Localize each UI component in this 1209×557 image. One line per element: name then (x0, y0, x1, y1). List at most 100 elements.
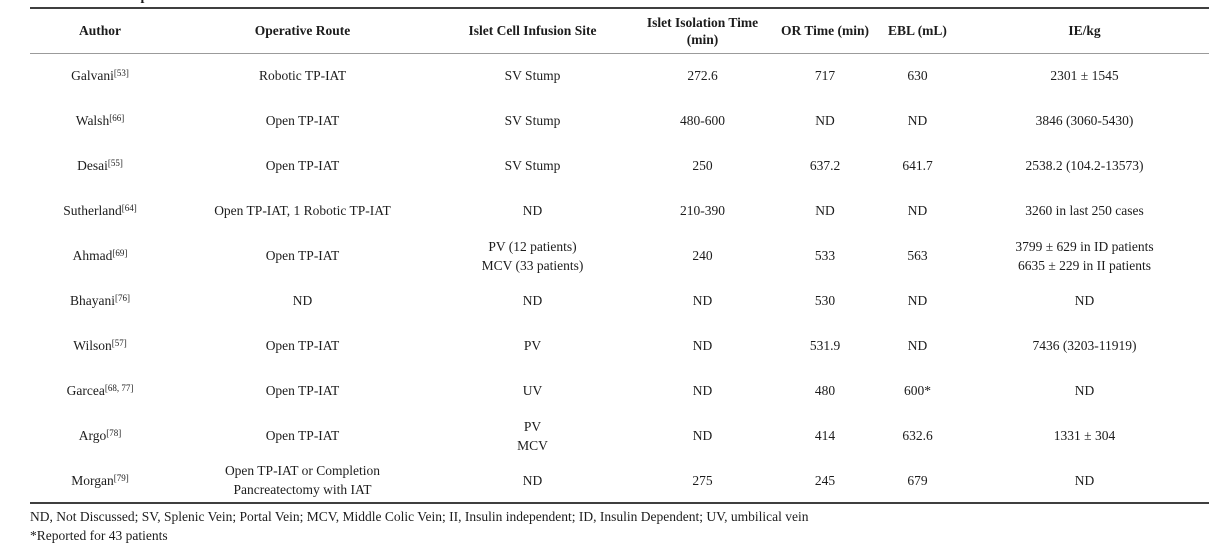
or-time-cell: 533 (814, 248, 836, 263)
author-name: Bhayani (70, 293, 115, 308)
or-time-cell: 717 (814, 68, 836, 84)
route-cell: Robotic TP-IAT (258, 68, 347, 84)
site-cell: PV (12 patients) MCV (33 patients) (481, 238, 584, 273)
author-cell: Walsh[66] (30, 98, 170, 143)
route-cell: Open TP-IAT (265, 428, 340, 443)
table-caption: Table 1: Operative Parameters for Publis… (78, 0, 385, 5)
col-header-isolation: Islet Isolation Time (min) (630, 8, 775, 54)
or-time-cell: 245 (814, 472, 836, 488)
ie-kg-cell: ND (1074, 383, 1095, 398)
author-cell: Bhayani[76] (30, 278, 170, 323)
footnote-abbreviations: ND, Not Discussed; SV, Splenic Vein; Por… (30, 509, 809, 524)
or-time-cell: ND (815, 203, 835, 218)
ebl-cell: ND (907, 203, 928, 218)
isolation-cell: 272.6 (687, 68, 718, 84)
author-cell: Garcea[68, 77] (30, 368, 170, 413)
isolation-cell: ND (692, 338, 713, 353)
or-time-cell: 480 (814, 383, 836, 398)
site-cell: SV Stump (504, 68, 561, 84)
table-row: Galvani[53] Robotic TP-IAT SV Stump 272.… (30, 53, 1209, 98)
ie-kg-cell: 1331 ± 304 (1053, 428, 1116, 443)
table-row: Argo[78] Open TP-IAT PV MCV ND 414 632.6… (30, 413, 1209, 458)
ebl-cell: 632.6 (902, 428, 933, 443)
route-cell: Open TP-IAT (265, 338, 340, 353)
author-name: Garcea (66, 383, 105, 398)
citation-ref: [78] (106, 428, 122, 438)
route-cell: Open TP-IAT, 1 Robotic TP-IAT (214, 203, 391, 218)
author-cell: Galvani[53] (30, 53, 170, 98)
col-header-ie-kg: IE/kg (960, 8, 1209, 54)
site-cell: ND (522, 472, 543, 488)
author-name: Galvani (71, 68, 114, 84)
isolation-cell: 240 (692, 248, 713, 263)
table-row: Ahmad[69] Open TP-IAT PV (12 patients) M… (30, 233, 1209, 278)
table-row: Bhayani[76] ND ND ND 530 ND ND (30, 278, 1209, 323)
author-name: Ahmad (72, 248, 113, 263)
citation-ref: [55] (107, 158, 123, 168)
footnote-asterisk: *Reported for 43 patients (30, 528, 168, 543)
table-caption-clipped: Table 1: Operative Parameters for Publis… (78, 0, 1209, 7)
author-name: Desai (77, 158, 108, 173)
route-cell: Open TP-IAT (265, 248, 340, 263)
route-cell: ND (292, 293, 313, 308)
site-cell: PV MCV (517, 418, 548, 453)
author-cell: Sutherland[64] (30, 188, 170, 233)
col-header-site: Islet Cell Infusion Site (435, 8, 630, 54)
ebl-cell: 600* (904, 383, 931, 398)
site-cell: ND (522, 293, 543, 308)
or-time-cell: 530 (814, 293, 836, 308)
ebl-cell: 641.7 (902, 158, 933, 173)
or-time-cell: 531.9 (809, 338, 841, 353)
route-cell: Open TP-IAT or Completion Pancreatectomy… (224, 463, 381, 497)
operative-parameters-table: Author Operative Route Islet Cell Infusi… (30, 7, 1209, 504)
or-time-cell: 637.2 (809, 158, 841, 173)
author-name: Argo (78, 428, 107, 443)
ebl-cell: ND (907, 338, 928, 353)
citation-ref: [53] (113, 68, 129, 79)
site-cell: PV (523, 338, 542, 353)
or-time-cell: 414 (814, 428, 836, 443)
ie-kg-cell: ND (1074, 293, 1095, 308)
author-name: Morgan (71, 472, 114, 488)
ie-kg-cell: 3799 ± 629 in ID patients 6635 ± 229 in … (1015, 238, 1154, 273)
route-cell: Open TP-IAT (265, 113, 340, 128)
table-row: Morgan[79] Open TP-IAT or Completion Pan… (30, 458, 1209, 503)
or-time-cell: ND (815, 113, 835, 128)
citation-ref: [69] (112, 248, 128, 258)
table-row: Wilson[57] Open TP-IAT PV ND 531.9 ND 74… (30, 323, 1209, 368)
citation-ref: [57] (111, 338, 127, 348)
ebl-cell: 679 (907, 472, 928, 488)
ie-kg-cell: 7436 (3203-11919) (1032, 338, 1137, 353)
ebl-cell: 563 (907, 248, 928, 263)
site-cell: SV Stump (504, 158, 561, 173)
author-cell: Ahmad[69] (30, 233, 170, 278)
col-header-or-time: OR Time (min) (775, 8, 875, 54)
author-cell: Morgan[79] (30, 458, 170, 503)
col-header-author: Author (30, 8, 170, 54)
author-cell: Desai[55] (30, 143, 170, 188)
ie-kg-cell: 3846 (3060-5430) (1035, 113, 1134, 128)
isolation-cell: 250 (692, 158, 713, 173)
table-row: Garcea[68, 77] Open TP-IAT UV ND 480 600… (30, 368, 1209, 413)
isolation-cell: ND (692, 428, 713, 443)
route-cell: Open TP-IAT (265, 383, 340, 398)
author-name: Wilson (73, 338, 112, 353)
ie-kg-cell: 2301 ± 1545 (1050, 68, 1119, 84)
col-header-ebl: EBL (mL) (875, 8, 960, 54)
citation-ref: [68, 77] (104, 383, 134, 393)
isolation-cell: 210-390 (680, 203, 725, 218)
site-cell: UV (522, 383, 543, 398)
site-cell: SV Stump (504, 113, 561, 128)
ebl-cell: ND (907, 293, 928, 308)
ebl-cell: ND (907, 113, 928, 128)
author-name: Sutherland (63, 203, 122, 218)
citation-ref: [76] (115, 293, 130, 303)
isolation-cell: 480-600 (680, 113, 725, 128)
citation-ref: [64] (121, 203, 137, 213)
citation-ref: [79] (113, 472, 129, 483)
ie-kg-cell: 2538.2 (104.2-13573) (1025, 158, 1144, 173)
author-cell: Argo[78] (30, 413, 170, 458)
table-row: Desai[55] Open TP-IAT SV Stump 250 637.2… (30, 143, 1209, 188)
ie-kg-cell: 3260 in last 250 cases (1025, 203, 1144, 218)
isolation-cell: 275 (692, 472, 713, 488)
